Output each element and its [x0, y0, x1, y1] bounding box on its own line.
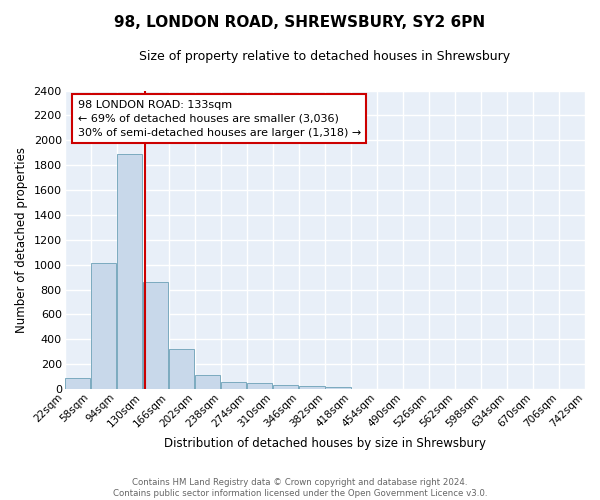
Bar	[195, 376, 220, 389]
Text: 98 LONDON ROAD: 133sqm
← 69% of detached houses are smaller (3,036)
30% of semi-: 98 LONDON ROAD: 133sqm ← 69% of detached…	[77, 100, 361, 138]
Bar	[273, 384, 298, 389]
Text: 98, LONDON ROAD, SHREWSBURY, SY2 6PN: 98, LONDON ROAD, SHREWSBURY, SY2 6PN	[115, 15, 485, 30]
X-axis label: Distribution of detached houses by size in Shrewsbury: Distribution of detached houses by size …	[164, 437, 486, 450]
Bar	[221, 382, 247, 389]
Bar	[91, 264, 116, 389]
Bar	[169, 349, 194, 389]
Bar	[143, 282, 169, 389]
Bar	[247, 383, 272, 389]
Bar	[325, 386, 350, 389]
Title: Size of property relative to detached houses in Shrewsbury: Size of property relative to detached ho…	[139, 50, 511, 63]
Bar	[299, 386, 325, 389]
Bar	[117, 154, 142, 389]
Y-axis label: Number of detached properties: Number of detached properties	[15, 147, 28, 333]
Bar	[65, 378, 91, 389]
Text: Contains HM Land Registry data © Crown copyright and database right 2024.
Contai: Contains HM Land Registry data © Crown c…	[113, 478, 487, 498]
